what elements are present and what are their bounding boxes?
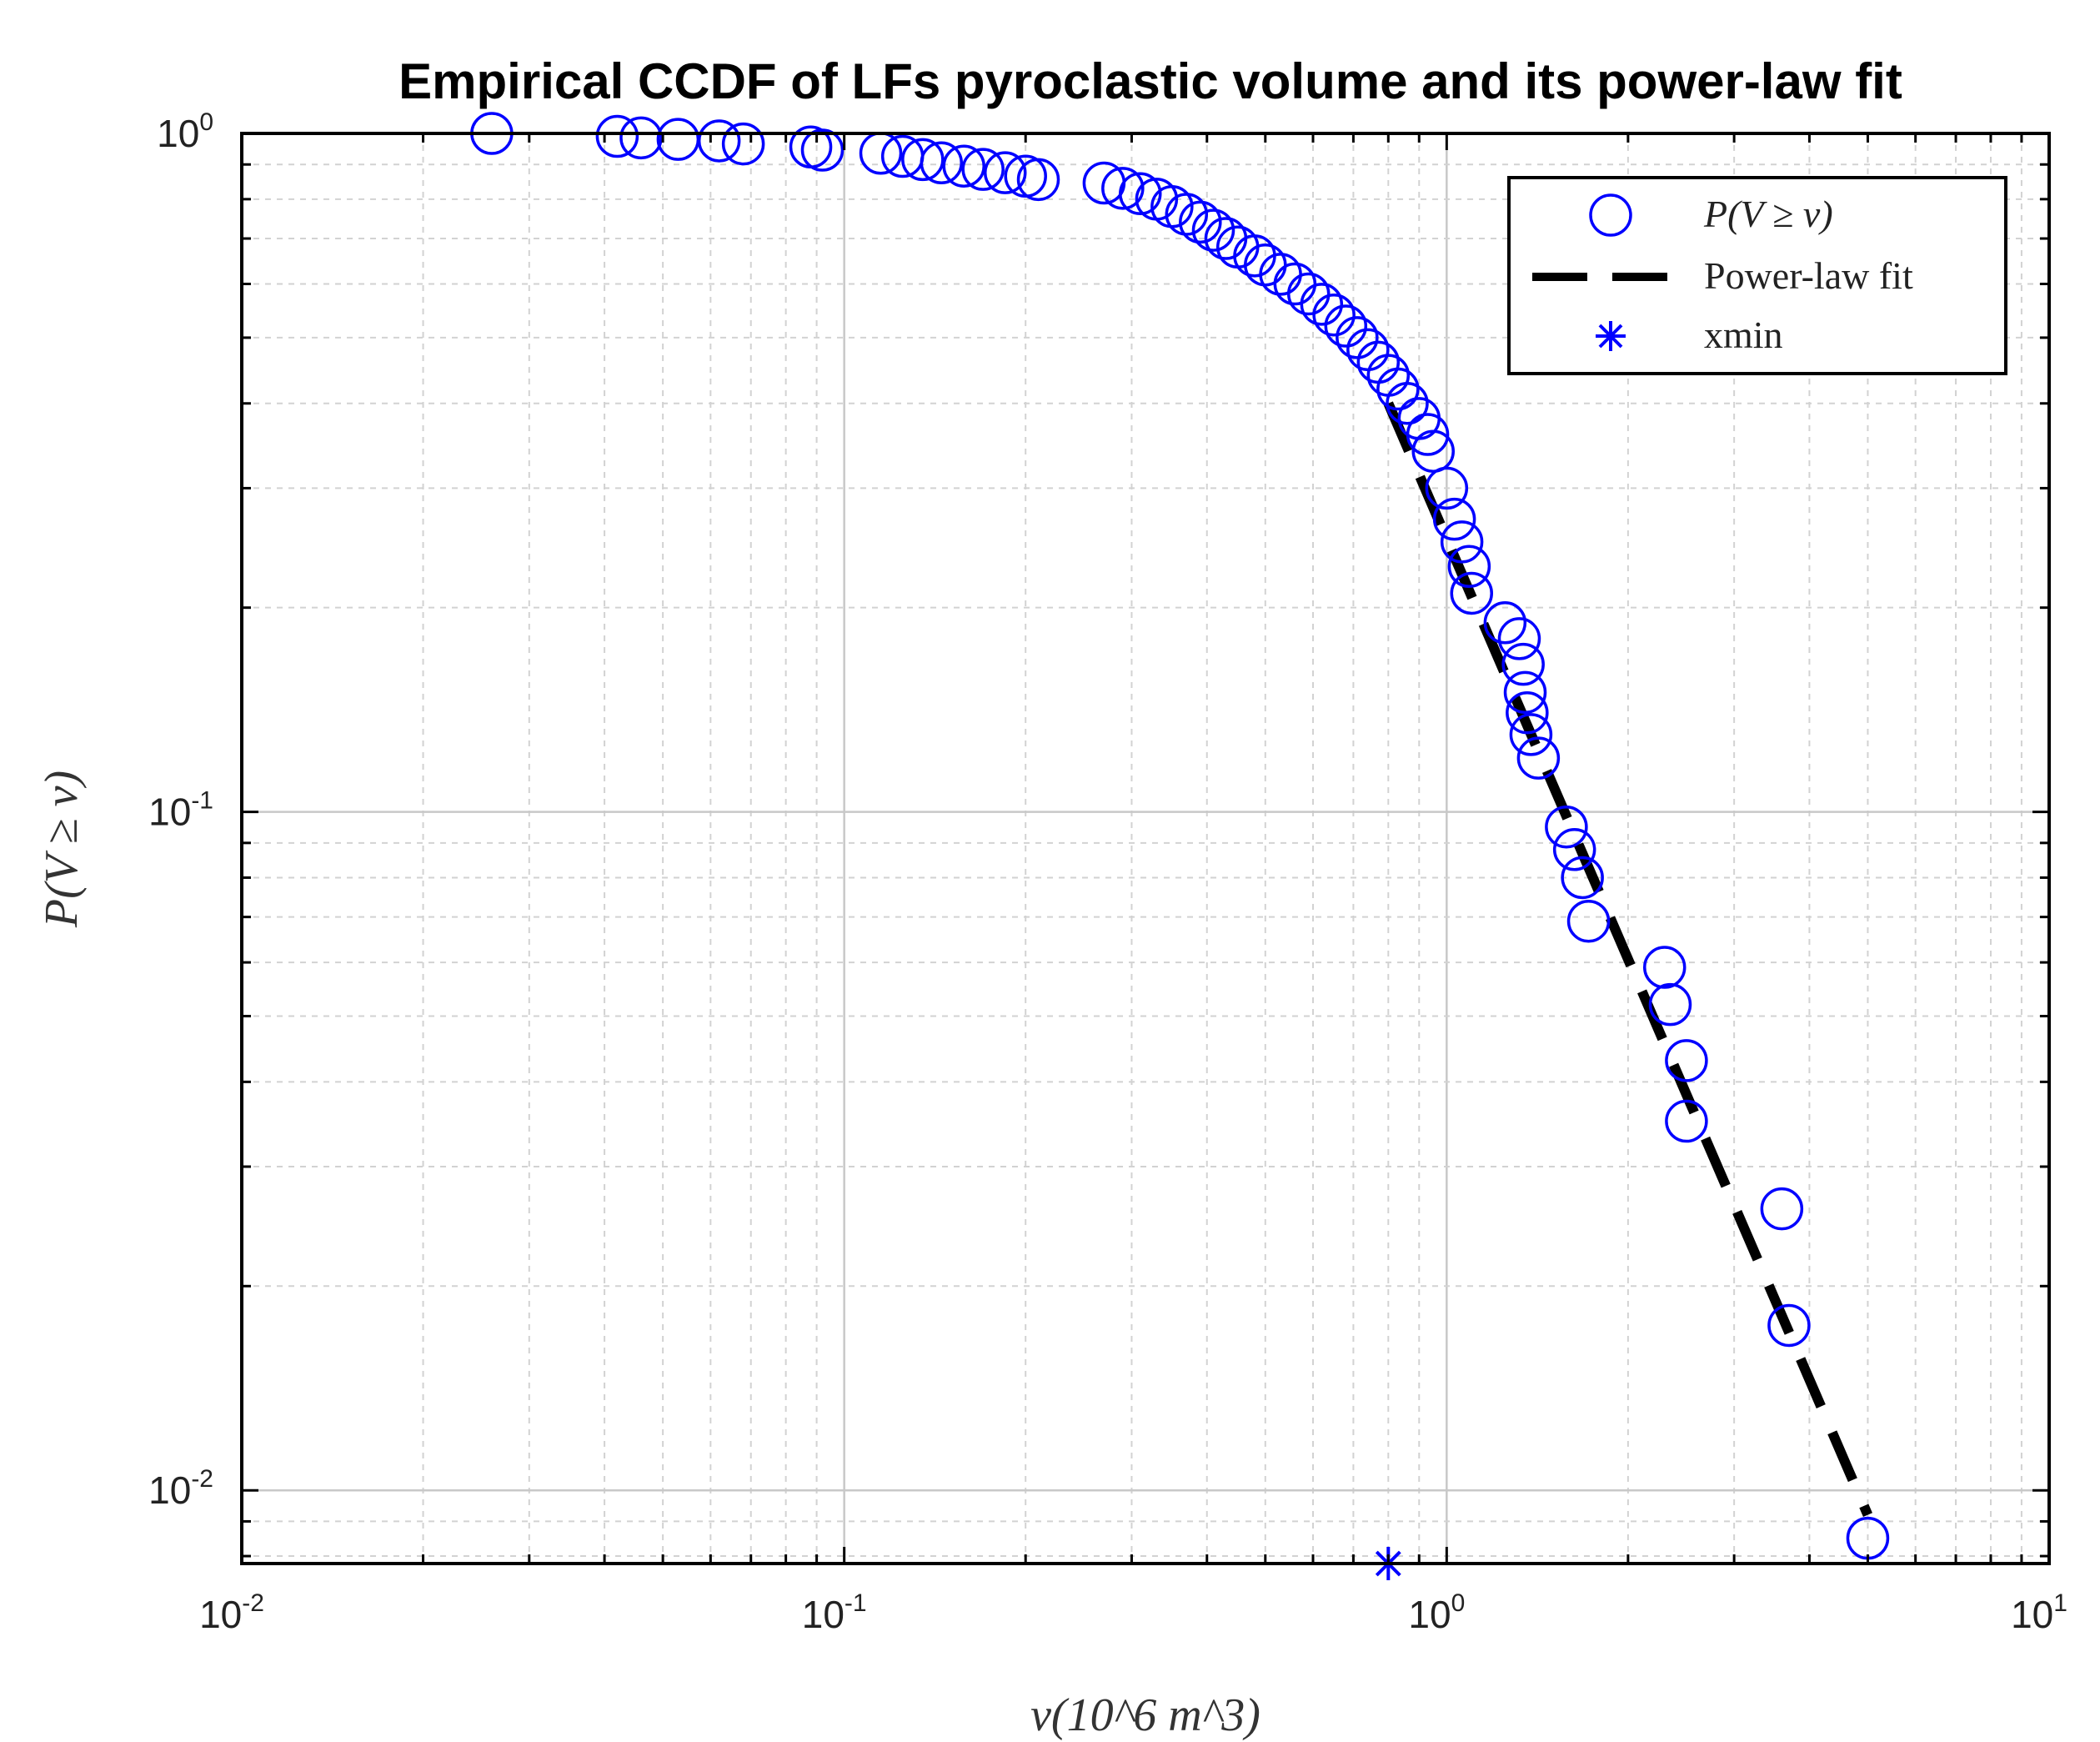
legend-label-ccdf: P(V ≥ v) (1703, 193, 1833, 235)
data-point (1386, 382, 1429, 425)
fit-line-segment (1383, 401, 1872, 1518)
legend-circle-marker (1589, 193, 1632, 237)
data-point (1425, 466, 1469, 510)
data-point (942, 144, 985, 188)
data-point (800, 128, 845, 172)
data-point (1179, 200, 1222, 244)
data-point (595, 114, 639, 158)
y-tick-label: 100 (157, 108, 213, 155)
data-point (1642, 946, 1687, 989)
chart-title: Empirical CCDF of LFs pyroclastic volume… (398, 53, 1902, 109)
data-point (1406, 413, 1450, 456)
data-point (901, 138, 945, 182)
tick-marks (240, 132, 2051, 1564)
data-point (1509, 713, 1553, 756)
data-point (1497, 617, 1541, 660)
data-point (1450, 571, 1493, 615)
x-tick-label: 101 (2011, 1589, 2067, 1636)
data-point (1447, 545, 1491, 589)
data-point (1336, 316, 1379, 359)
data-point (1440, 520, 1484, 564)
data-point (1016, 158, 1060, 202)
data-points (470, 112, 1890, 1560)
data-point (961, 148, 1005, 191)
data-point (1119, 172, 1162, 216)
data-point (1665, 1039, 1708, 1082)
data-point (1300, 283, 1344, 326)
y-axis-label: P(V ≥ v) (36, 771, 88, 928)
data-point (697, 119, 741, 163)
data-point (1312, 293, 1356, 337)
legend-label-xmin: xmin (1704, 314, 1783, 356)
power-law-fit-line (1383, 401, 1872, 1518)
data-point (1760, 1187, 1804, 1231)
y-tick-labels: 10-2 10-1 100 (148, 108, 213, 1512)
legend: P(V ≥ v) Power-law fit xmin (1507, 176, 2007, 375)
y-tick-label: 10-2 (148, 1465, 213, 1512)
data-point (1191, 208, 1235, 252)
data-point (1552, 828, 1596, 871)
plot-frame (240, 132, 2051, 1565)
data-point (721, 122, 765, 166)
data-point (920, 141, 964, 185)
data-point (1665, 1099, 1708, 1143)
x-tick-label: 10-2 (199, 1589, 264, 1636)
data-point (1286, 272, 1331, 316)
data-point (1483, 601, 1527, 645)
data-point (1432, 497, 1476, 541)
data-point (1324, 304, 1368, 348)
grid-lines (240, 133, 2049, 1564)
data-point (1516, 736, 1561, 780)
x-axis-label: v(10^6 m^3) (1030, 1689, 1261, 1741)
legend-label-fit: Power-law fit (1704, 254, 1913, 297)
data-point (1561, 856, 1604, 900)
y-tick-label: 10-1 (148, 787, 213, 834)
x-tick-label: 100 (1408, 1589, 1465, 1636)
data-point (1503, 670, 1547, 715)
data-point (1411, 429, 1455, 473)
data-point (1376, 367, 1420, 411)
x-tick-label: 10-1 (802, 1589, 867, 1636)
data-point (1545, 805, 1588, 849)
x-tick-labels: 10-2 10-1 100 101 (199, 1589, 2067, 1636)
data-point (1506, 690, 1549, 735)
data-point (1648, 982, 1692, 1027)
data-point (1165, 193, 1209, 236)
legend-asterisk-marker (1596, 321, 1626, 351)
data-point (619, 116, 663, 160)
data-point (1767, 1303, 1811, 1348)
data-point (1101, 167, 1145, 210)
data-point (983, 151, 1027, 194)
data-point (1501, 642, 1545, 686)
data-point (1566, 899, 1611, 943)
